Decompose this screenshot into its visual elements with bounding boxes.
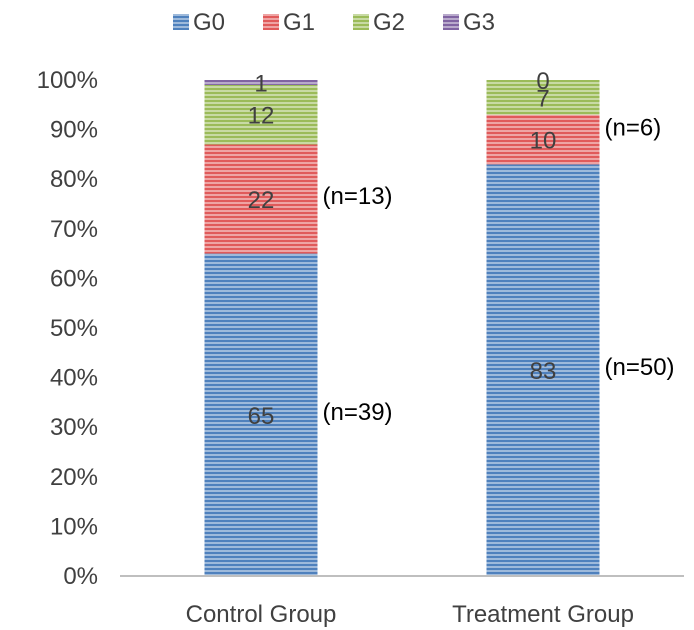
legend-item-g2: G2: [353, 9, 405, 36]
legend-item-g1: G1: [263, 9, 315, 36]
y-tick-label: 20%: [50, 464, 98, 491]
annotation-control-group-g0: (n=39): [323, 399, 393, 426]
y-tick-label: 0%: [63, 563, 98, 590]
legend-label-g1: G1: [283, 9, 315, 36]
bar-segment-control-group-g1: [204, 144, 318, 254]
data-label-treatment-group-g0: 83: [530, 358, 557, 385]
data-label-treatment-group-g3: 0: [536, 68, 549, 95]
y-tick-label: 80%: [50, 166, 98, 193]
y-tick-label: 50%: [50, 315, 98, 342]
y-tick-label: 90%: [50, 117, 98, 144]
legend-swatch-g0: [173, 14, 189, 30]
legend-item-g0: G0: [173, 9, 225, 36]
data-label-control-group-g2: 12: [248, 103, 275, 130]
legend-swatch-g3: [443, 14, 459, 30]
legend: G0 G1 G2 G3: [173, 9, 495, 36]
bar-segment-treatment-group-g0: [486, 164, 600, 576]
y-tick-label: 60%: [50, 265, 98, 292]
bar-segment-treatment-group-g2: [486, 80, 600, 115]
y-axis: 0% 10% 20% 30% 40% 50% 60% 70% 80% 90% 100%: [37, 67, 98, 590]
legend-swatch-g2: [353, 14, 369, 30]
annotation-treatment-group-g0: (n=50): [605, 354, 675, 381]
y-tick-label: 40%: [50, 365, 98, 392]
x-tick-label-treatment-group: Treatment Group: [452, 601, 634, 628]
data-labels: 65 22 12 1 83 10 70: [248, 68, 557, 430]
legend-label-g0: G0: [193, 9, 225, 36]
y-tick-label: 100%: [37, 67, 98, 94]
y-tick-label: 10%: [50, 513, 98, 540]
annotations: (n=39) (n=13) (n=50) (n=6): [323, 115, 675, 426]
data-label-control-group-g0: 65: [248, 403, 275, 430]
bar-segment-control-group-g2: [204, 84, 318, 145]
legend-item-g3: G3: [443, 9, 495, 36]
bars: [204, 80, 600, 576]
bar-segment-control-group-g3: [204, 80, 318, 85]
legend-label-g3: G3: [463, 9, 495, 36]
bar-segment-treatment-group-g1: [486, 114, 600, 165]
data-label-control-group-g1: 22: [248, 187, 275, 214]
x-axis: Control Group Treatment Group: [120, 575, 684, 628]
bar-segment-control-group-g0: [204, 253, 318, 576]
annotation-control-group-g1: (n=13): [323, 183, 393, 210]
data-label-treatment-group-g1: 10: [530, 128, 557, 155]
annotation-treatment-group-g1: (n=6): [605, 115, 662, 142]
legend-swatch-g1: [263, 14, 279, 30]
y-tick-label: 30%: [50, 414, 98, 441]
x-tick-label-control-group: Control Group: [186, 601, 337, 628]
legend-label-g2: G2: [373, 9, 405, 36]
y-tick-label: 70%: [50, 216, 98, 243]
data-label-control-group-g3: 1: [254, 70, 267, 97]
data-label-treatment-group-g2: 7: [536, 85, 549, 112]
